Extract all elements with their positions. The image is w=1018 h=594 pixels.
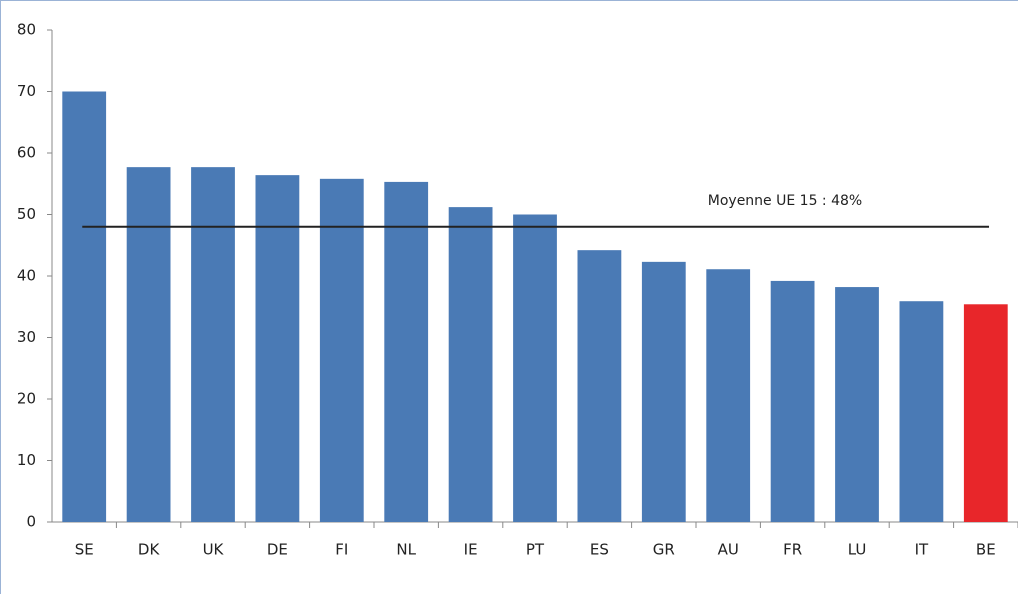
- y-tick-label: 60: [17, 144, 36, 162]
- reference-label: Moyenne UE 15 : 48%: [708, 193, 862, 209]
- bar: [62, 91, 107, 522]
- bar: [577, 250, 622, 523]
- bar: [319, 178, 364, 522]
- bar: [770, 280, 815, 522]
- y-tick-label: 0: [26, 513, 36, 531]
- x-tick-label: PT: [526, 541, 545, 559]
- x-tick-label: IE: [464, 541, 478, 559]
- y-tick-label: 40: [17, 267, 36, 285]
- x-tick-label: FR: [783, 541, 802, 559]
- bar: [384, 181, 429, 522]
- x-tick-label: FI: [335, 541, 348, 559]
- x-tick-label: NL: [396, 541, 416, 559]
- y-tick-label: 50: [17, 205, 36, 223]
- bar: [835, 287, 879, 522]
- bar: [899, 301, 944, 522]
- y-tick-label: 10: [17, 451, 36, 469]
- bar: [191, 167, 235, 522]
- x-tick-label: IT: [915, 541, 929, 559]
- bar: [963, 304, 1008, 522]
- bar: [513, 214, 557, 522]
- x-tick-label: GR: [653, 541, 675, 559]
- x-tick-label: SE: [75, 541, 94, 559]
- x-tick-label: UK: [203, 541, 225, 559]
- x-tick-label: LU: [848, 541, 867, 559]
- x-tick-label: ES: [590, 541, 609, 559]
- y-tick-label: 30: [17, 328, 36, 346]
- y-tick-label: 80: [17, 21, 36, 39]
- x-tick-label: DE: [267, 541, 288, 559]
- y-tick-label: 70: [17, 82, 36, 100]
- bar: [641, 261, 686, 522]
- x-tick-label: DK: [138, 541, 161, 559]
- bar: [706, 269, 751, 522]
- bar: [255, 175, 300, 522]
- x-tick-label: BE: [976, 541, 996, 559]
- x-tick-label: AU: [718, 541, 739, 559]
- bar: [448, 207, 493, 522]
- bar: [126, 167, 171, 522]
- y-tick-label: 20: [17, 390, 36, 408]
